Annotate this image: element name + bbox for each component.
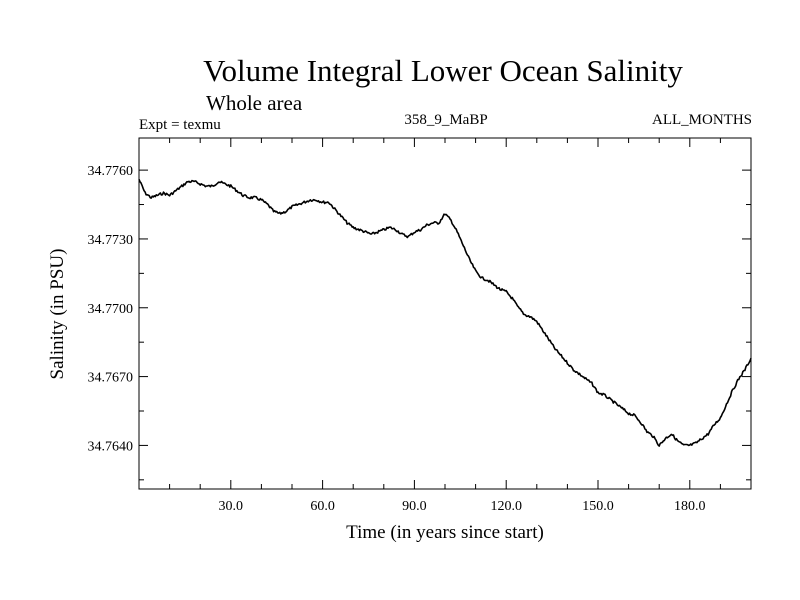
x-tick-label: 120.0	[490, 499, 522, 514]
y-tick-label: 34.7670	[88, 371, 134, 386]
x-tick-label: 150.0	[582, 499, 614, 514]
x-axis-label: Time (in years since start)	[346, 522, 544, 543]
axis-ticks	[139, 138, 751, 489]
axis-tick-labels: 30.0 60.0 90.0 120.0 150.0 180.0 34.7640 34.767…	[88, 164, 706, 514]
x-tick-label: 180.0	[674, 499, 706, 514]
plot-frame	[138, 137, 752, 490]
run-label: 358_9_MaBP	[404, 112, 487, 128]
x-tick-label: 60.0	[310, 499, 335, 514]
y-tick-label: 34.7760	[88, 164, 134, 179]
salinity-series-line	[138, 178, 752, 447]
months-label: ALL_MONTHS	[652, 112, 752, 128]
chart-title: Volume Integral Lower Ocean Salinity	[203, 53, 683, 88]
chart-subtitle: Whole area	[206, 91, 303, 115]
y-tick-label: 34.7730	[88, 233, 134, 248]
experiment-label: Expt = texmu	[139, 117, 221, 133]
x-tick-label: 90.0	[402, 499, 427, 514]
y-tick-label: 34.7640	[88, 439, 134, 454]
y-axis-label: Salinity (in PSU)	[47, 249, 68, 380]
y-tick-label: 34.7700	[88, 302, 134, 317]
x-tick-label: 30.0	[219, 499, 244, 514]
